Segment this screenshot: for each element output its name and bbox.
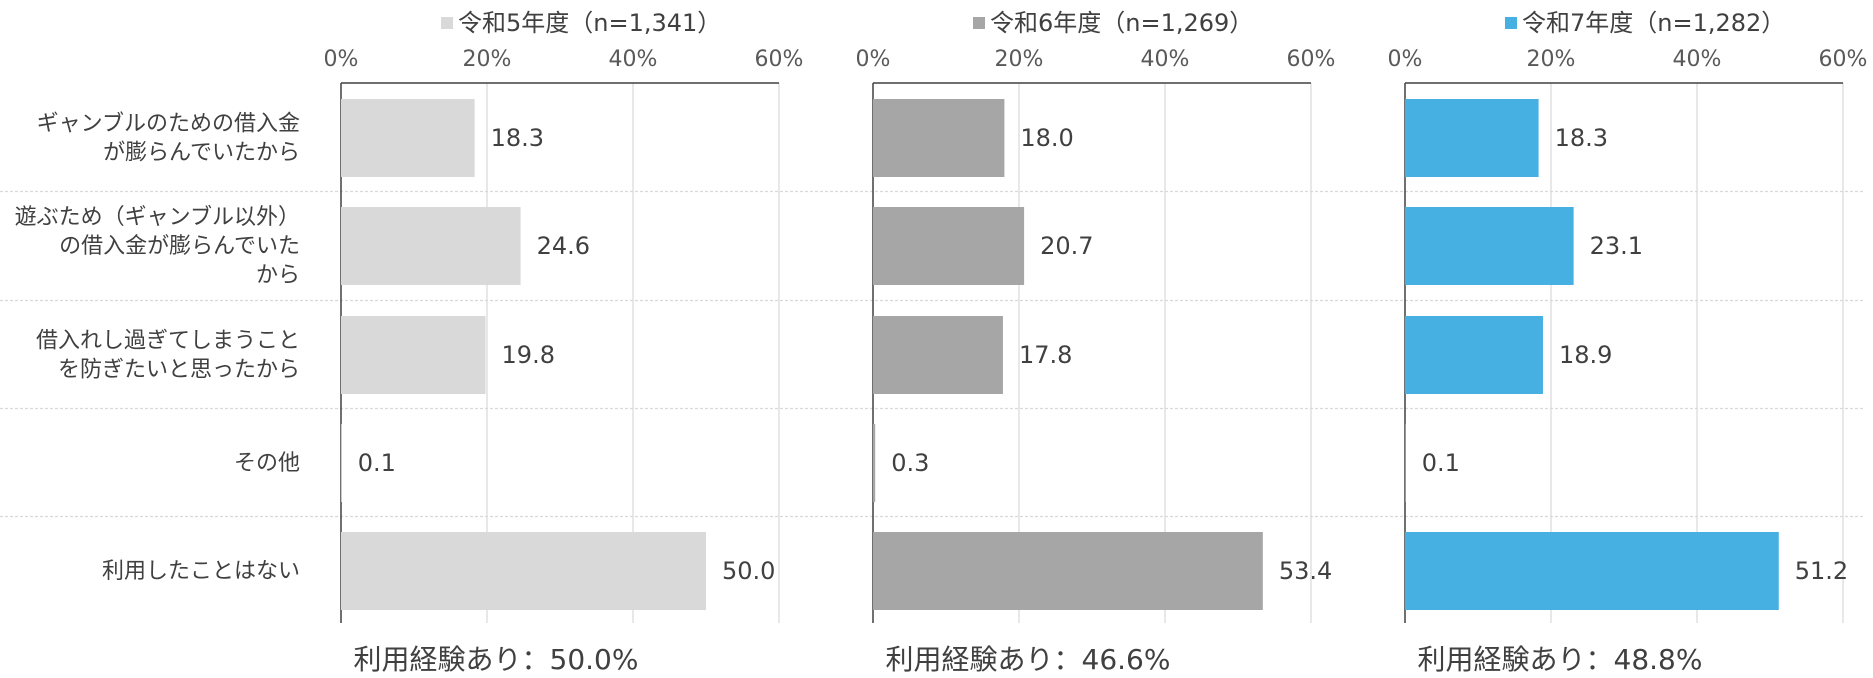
legend-swatch <box>441 17 453 29</box>
bar <box>873 424 876 502</box>
category-label-3: 借入れし過ぎてしまうことを防ぎたいと思ったから <box>36 329 300 383</box>
bar <box>1405 424 1406 502</box>
panel-2: 0% 20% 40% 60% 令和6年度（n=1,269） 18.0 20.7 17.8 0.3… <box>856 9 1336 676</box>
tick-label: 40% <box>1141 47 1190 72</box>
tick-label: 40% <box>1673 47 1722 72</box>
bar <box>873 316 1003 394</box>
bar <box>873 99 1005 177</box>
data-label: 23.1 <box>1590 232 1643 260</box>
category-label-4: その他 <box>234 451 300 476</box>
bar <box>341 532 706 610</box>
bar <box>341 207 521 285</box>
data-label: 20.7 <box>1040 232 1093 260</box>
panel-1: 0% 20% 40% 60% 令和5年度（n=1,341） 18.3 24.6 19.8 0.1… <box>324 9 804 676</box>
panel-footer: 利用経験あり：46.6% <box>886 643 1171 676</box>
bar <box>341 424 342 502</box>
tick-label: 0% <box>324 47 359 72</box>
panel-footer: 利用経験あり：50.0% <box>354 643 639 676</box>
tick-label: 40% <box>609 47 658 72</box>
legend-swatch <box>1505 17 1517 29</box>
tick-label: 20% <box>1527 47 1576 72</box>
legend-label: 令和7年度（n=1,282） <box>1522 9 1785 37</box>
data-label: 51.2 <box>1795 557 1848 585</box>
panel-footer: 利用経験あり：48.8% <box>1418 643 1703 676</box>
bar <box>341 99 475 177</box>
category-label-2: 遊ぶため（ギャンブル以外）の借入金が膨らんでいたから <box>15 205 300 288</box>
data-label: 18.3 <box>491 124 544 152</box>
data-label: 19.8 <box>502 341 555 369</box>
tick-label: 60% <box>1287 47 1336 72</box>
bar <box>1405 207 1574 285</box>
tick-label: 0% <box>1388 47 1423 72</box>
data-label: 50.0 <box>722 557 775 585</box>
category-label-1: ギャンブルのための借入金が膨らんでいたから <box>37 112 300 166</box>
tick-label: 60% <box>1819 47 1868 72</box>
data-label: 18.9 <box>1559 341 1612 369</box>
bar <box>341 316 486 394</box>
tick-label: 20% <box>463 47 512 72</box>
data-label: 18.3 <box>1555 124 1608 152</box>
category-label-5: 利用したことはない <box>102 559 300 584</box>
bar <box>873 532 1263 610</box>
panel-3: 0% 20% 40% 60% 令和7年度（n=1,282） 18.3 23.1 18.9 0.1… <box>1388 9 1868 676</box>
bar <box>873 207 1025 285</box>
data-label: 0.1 <box>358 449 396 477</box>
data-label: 0.3 <box>891 449 929 477</box>
tick-label: 0% <box>856 47 891 72</box>
tick-label: 60% <box>755 47 804 72</box>
bar <box>1405 316 1543 394</box>
data-label: 18.0 <box>1020 124 1073 152</box>
data-label: 0.1 <box>1422 449 1460 477</box>
legend-swatch <box>973 17 985 29</box>
bar <box>1405 99 1539 177</box>
data-label: 17.8 <box>1019 341 1072 369</box>
tick-label: 20% <box>995 47 1044 72</box>
data-label: 24.6 <box>537 232 590 260</box>
bar <box>1405 532 1779 610</box>
legend-label: 令和6年度（n=1,269） <box>990 9 1253 37</box>
data-label: 53.4 <box>1279 557 1332 585</box>
legend-label: 令和5年度（n=1,341） <box>458 9 721 37</box>
